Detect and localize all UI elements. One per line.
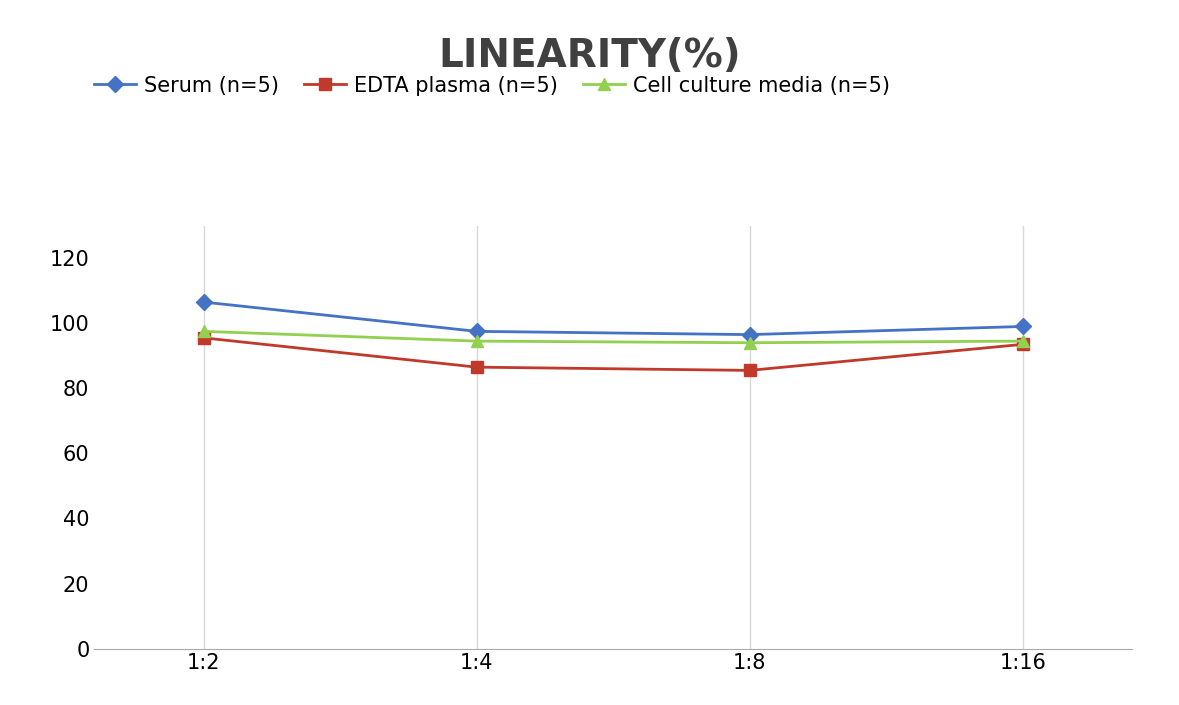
EDTA plasma (n=5) xyxy=(469,363,483,372)
Cell culture media (n=5) xyxy=(1015,337,1029,345)
Cell culture media (n=5) xyxy=(469,337,483,345)
Serum (n=5) xyxy=(743,331,757,339)
Line: EDTA plasma (n=5): EDTA plasma (n=5) xyxy=(198,332,1028,376)
Text: LINEARITY(%): LINEARITY(%) xyxy=(439,37,740,75)
Serum (n=5) xyxy=(1015,322,1029,331)
Serum (n=5) xyxy=(469,327,483,336)
EDTA plasma (n=5) xyxy=(743,366,757,374)
Cell culture media (n=5) xyxy=(743,338,757,347)
Serum (n=5) xyxy=(197,298,211,306)
Legend: Serum (n=5), EDTA plasma (n=5), Cell culture media (n=5): Serum (n=5), EDTA plasma (n=5), Cell cul… xyxy=(94,75,890,96)
Line: Serum (n=5): Serum (n=5) xyxy=(198,297,1028,340)
EDTA plasma (n=5) xyxy=(197,333,211,342)
EDTA plasma (n=5) xyxy=(1015,340,1029,348)
Cell culture media (n=5) xyxy=(197,327,211,336)
Line: Cell culture media (n=5): Cell culture media (n=5) xyxy=(198,326,1028,348)
